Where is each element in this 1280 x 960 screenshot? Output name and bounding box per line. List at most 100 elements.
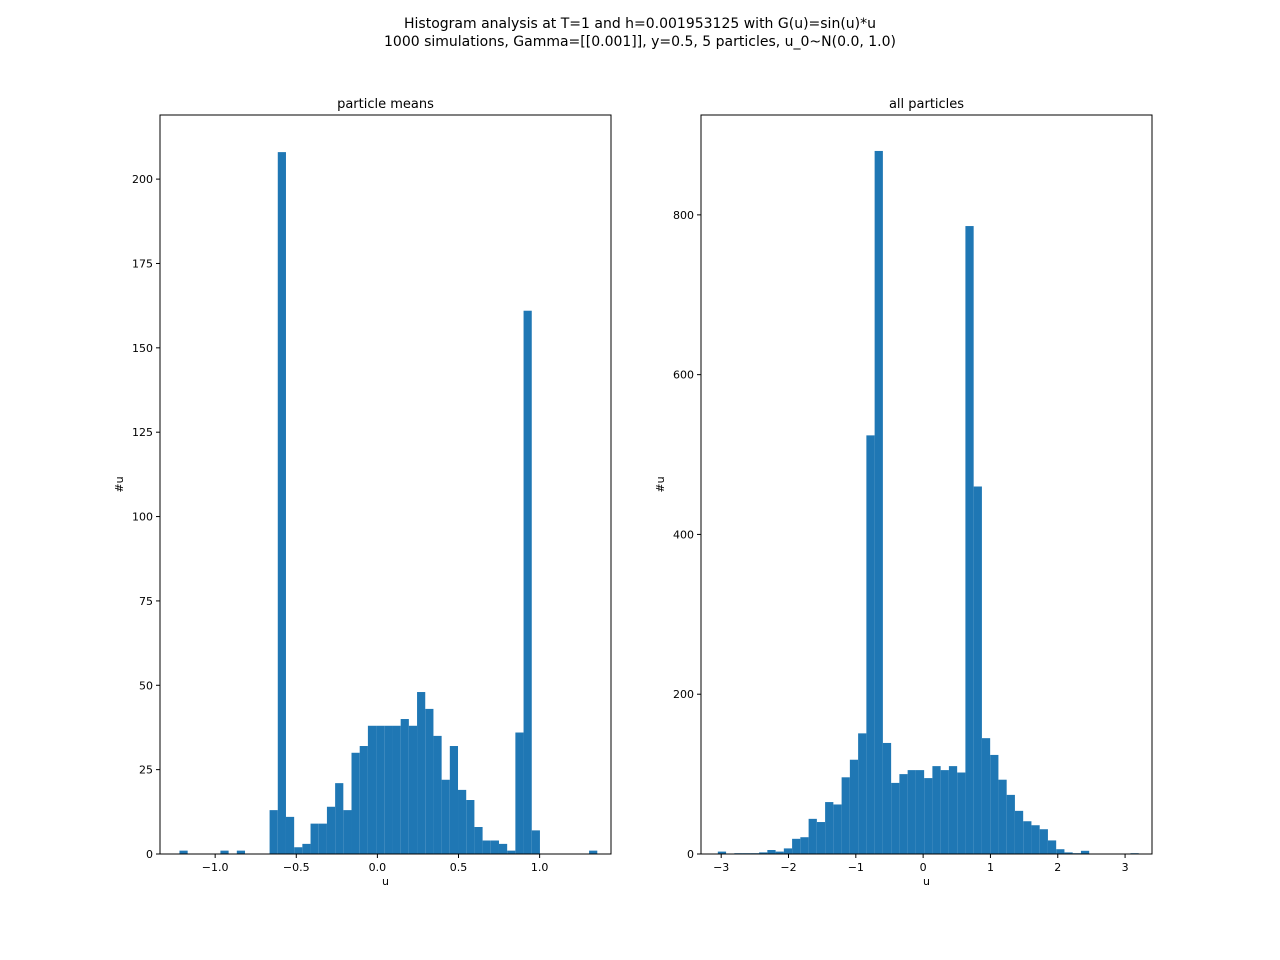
chart2-xtick-label: 2	[1054, 861, 1061, 874]
chart2-bar	[990, 754, 999, 854]
chart2-bar	[1023, 821, 1032, 854]
chart1-bar	[523, 310, 532, 855]
chart1-bar	[351, 752, 360, 854]
chart1-bar	[458, 789, 467, 854]
chart2-title: all particles	[889, 97, 964, 112]
chart2-bar	[1006, 794, 1015, 854]
chart2-bar	[899, 774, 908, 854]
chart1-xtick-label: 1.0	[531, 861, 549, 874]
chart1-bar	[302, 843, 311, 854]
chart1-xtick-label: 0.5	[450, 861, 468, 874]
chart1-ytick-label: 0	[146, 848, 153, 861]
chart2-bar	[1039, 829, 1048, 854]
chart2-ytick-label: 200	[673, 688, 694, 701]
chart1-bar	[179, 850, 188, 854]
chart2-xtick-label: 3	[1122, 861, 1129, 874]
chart2-bar	[891, 782, 900, 854]
chart2-xlabel: u	[923, 875, 930, 888]
chart1-title: particle means	[337, 97, 434, 112]
chart1-bar	[425, 708, 434, 854]
chart1-ytick-label: 25	[139, 764, 153, 777]
chart1-xtick-label: 0.0	[369, 861, 387, 874]
chart2-bar	[792, 838, 801, 854]
chart1-bar	[392, 725, 401, 854]
chart1-bar	[417, 692, 426, 854]
figure-title-line1: Histogram analysis at T=1 and h=0.001953…	[404, 16, 876, 32]
chart2-bar	[882, 742, 892, 854]
chart2-bar	[874, 150, 883, 854]
chart2-bar	[915, 770, 925, 854]
chart1-xlabel: u	[382, 875, 389, 888]
chart2-bar	[1080, 850, 1090, 854]
chart2-bar	[800, 837, 809, 854]
chart2-bar	[808, 818, 817, 854]
chart1-bar	[433, 735, 442, 854]
chart2-bar	[981, 738, 991, 854]
chart1-bar	[359, 746, 368, 854]
chart1-bar	[343, 810, 352, 854]
chart1-ytick-label: 175	[132, 257, 153, 270]
chart2-bar	[767, 850, 776, 854]
chart1-bar	[531, 830, 540, 854]
chart1-bar	[498, 843, 508, 854]
chart1-bar	[269, 810, 278, 854]
chart1-bar	[466, 800, 475, 854]
chart1-ytick-label: 50	[139, 679, 153, 692]
chart1-bar	[384, 725, 393, 854]
chart2-bar	[907, 770, 916, 854]
chart2-bar	[775, 851, 784, 854]
chart1-bar	[490, 840, 499, 854]
chart1-bar	[482, 840, 491, 854]
chart1-bar	[326, 806, 336, 854]
chart2-bar	[858, 733, 867, 854]
chart2-bar	[1031, 825, 1040, 854]
chart2-bar	[1064, 852, 1073, 854]
chart1-ytick-label: 75	[139, 595, 153, 608]
chart2-bar	[833, 804, 842, 854]
chart1-ytick-label: 100	[132, 511, 153, 524]
chart1-bar	[236, 850, 246, 854]
chart1-xtick-label: −1.0	[202, 861, 229, 874]
chart2-bar	[849, 759, 859, 854]
chart1-bar	[474, 827, 483, 854]
chart1-bar	[318, 823, 327, 854]
chart1-ytick-label: 150	[132, 342, 153, 355]
chart2-bar	[973, 486, 982, 854]
chart1-bar	[515, 732, 524, 854]
chart1-bar	[367, 725, 377, 854]
chart2-bar	[924, 778, 933, 854]
chart1-bar	[408, 725, 418, 854]
chart1-bar	[376, 725, 385, 854]
chart2-bar	[940, 770, 949, 854]
chart2-bar	[1047, 840, 1057, 854]
chart1-bar	[507, 850, 516, 854]
chart2-bar	[825, 802, 834, 854]
chart1-ytick-label: 125	[132, 426, 153, 439]
chart1-ylabel: #u	[113, 476, 126, 492]
chart2-bar	[717, 851, 727, 854]
chart2-ytick-label: 600	[673, 369, 694, 382]
figure-title-line2: 1000 simulations, Gamma=[[0.001]], y=0.5…	[384, 34, 896, 50]
chart2-bar	[1014, 810, 1024, 854]
chart2-xtick-label: −3	[713, 861, 729, 874]
chart1-bar	[449, 746, 459, 854]
chart1-bar	[441, 779, 450, 854]
chart2-xtick-label: −2	[780, 861, 796, 874]
chart2-bar	[998, 779, 1007, 854]
chart2-ylabel: #u	[654, 476, 667, 492]
chart2-bar	[783, 848, 793, 854]
chart1-bar	[285, 816, 295, 854]
chart1-bar	[335, 783, 344, 854]
chart1-ytick-label: 200	[132, 173, 153, 186]
chart2-ytick-label: 0	[687, 848, 694, 861]
chart2-axes-frame	[700, 114, 1153, 855]
chart2-bar	[948, 766, 958, 854]
chart2-bar	[965, 226, 974, 855]
chart2-bar	[816, 822, 826, 854]
chart1-bar	[220, 850, 229, 854]
chart1-bar	[310, 823, 319, 854]
chart1-bar	[277, 152, 286, 854]
chart2-bar	[759, 852, 768, 854]
chart2-bar	[1056, 849, 1065, 854]
